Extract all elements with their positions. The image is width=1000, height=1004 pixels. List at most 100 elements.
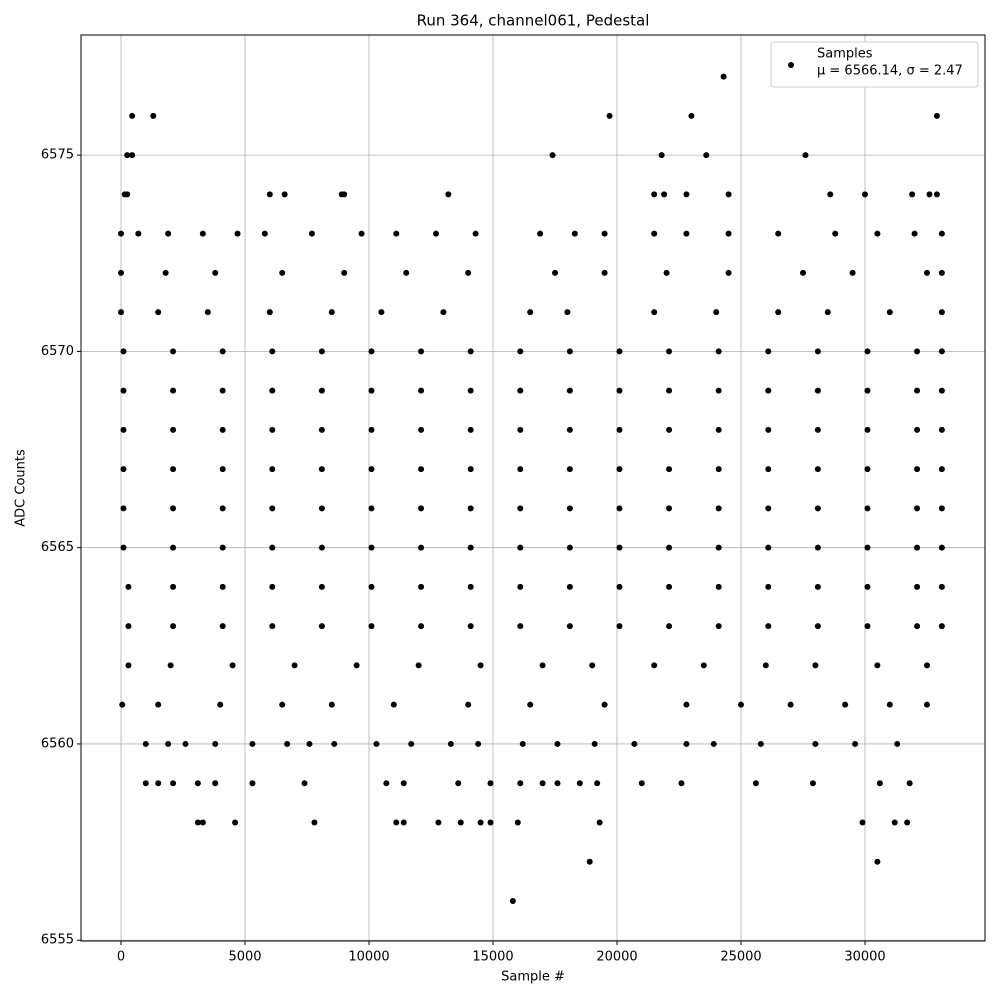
legend-label: Samples bbox=[817, 47, 873, 62]
data-point bbox=[393, 230, 400, 237]
data-point bbox=[125, 623, 132, 630]
data-point bbox=[914, 623, 921, 630]
data-point bbox=[537, 230, 544, 237]
data-point bbox=[938, 348, 945, 355]
data-point bbox=[814, 544, 821, 551]
data-point bbox=[418, 426, 425, 433]
data-point bbox=[393, 819, 400, 826]
data-point bbox=[765, 348, 772, 355]
data-point bbox=[658, 152, 665, 159]
data-point bbox=[715, 583, 722, 590]
data-point bbox=[799, 269, 806, 276]
data-point bbox=[923, 701, 930, 708]
data-point bbox=[566, 505, 573, 512]
legend-note: μ = 6566.14, σ = 2.47 bbox=[817, 64, 963, 79]
data-point bbox=[467, 505, 474, 512]
data-point bbox=[683, 740, 690, 747]
data-point bbox=[566, 348, 573, 355]
data-point bbox=[400, 819, 407, 826]
data-point bbox=[373, 740, 380, 747]
data-point bbox=[249, 740, 256, 747]
data-point bbox=[601, 701, 608, 708]
data-point bbox=[638, 780, 645, 787]
data-point bbox=[467, 387, 474, 394]
data-point bbox=[700, 662, 707, 669]
data-point bbox=[715, 544, 722, 551]
data-point bbox=[212, 780, 219, 787]
data-point bbox=[631, 740, 638, 747]
data-point bbox=[328, 309, 335, 316]
data-point bbox=[487, 780, 494, 787]
data-point bbox=[864, 505, 871, 512]
data-point bbox=[467, 426, 474, 433]
data-point bbox=[616, 466, 623, 473]
data-point bbox=[318, 623, 325, 630]
data-point bbox=[566, 544, 573, 551]
data-point bbox=[170, 780, 177, 787]
data-point bbox=[909, 191, 916, 198]
data-point bbox=[331, 740, 338, 747]
data-point bbox=[713, 309, 720, 316]
data-point bbox=[279, 701, 286, 708]
data-point bbox=[199, 230, 206, 237]
data-point bbox=[616, 544, 623, 551]
data-point bbox=[514, 819, 521, 826]
data-point bbox=[874, 230, 881, 237]
data-point bbox=[864, 348, 871, 355]
data-point bbox=[765, 466, 772, 473]
data-point bbox=[318, 583, 325, 590]
data-point bbox=[666, 466, 673, 473]
data-point bbox=[923, 269, 930, 276]
data-point bbox=[874, 858, 881, 865]
data-point bbox=[876, 780, 883, 787]
data-point bbox=[455, 780, 462, 787]
data-point bbox=[710, 740, 717, 747]
data-point bbox=[827, 191, 834, 198]
data-point bbox=[119, 701, 126, 708]
data-point bbox=[765, 583, 772, 590]
data-point bbox=[162, 269, 169, 276]
data-point bbox=[124, 191, 131, 198]
data-point bbox=[308, 230, 315, 237]
data-point bbox=[467, 466, 474, 473]
data-point bbox=[589, 662, 596, 669]
data-point bbox=[219, 348, 226, 355]
data-point bbox=[566, 387, 573, 394]
data-point bbox=[517, 348, 524, 355]
data-point bbox=[517, 426, 524, 433]
data-point bbox=[852, 740, 859, 747]
data-point bbox=[408, 740, 415, 747]
data-point bbox=[194, 819, 201, 826]
data-point bbox=[291, 662, 298, 669]
x-tick-label: 20000 bbox=[596, 950, 637, 965]
data-point bbox=[923, 662, 930, 669]
data-point bbox=[517, 387, 524, 394]
y-tick-label: 6570 bbox=[41, 344, 74, 359]
data-point bbox=[576, 780, 583, 787]
data-point bbox=[219, 544, 226, 551]
data-point bbox=[859, 819, 866, 826]
data-point bbox=[886, 701, 893, 708]
data-point bbox=[601, 230, 608, 237]
data-point bbox=[447, 740, 454, 747]
y-tick-label: 6555 bbox=[41, 933, 74, 948]
data-point bbox=[435, 819, 442, 826]
data-point bbox=[467, 348, 474, 355]
data-point bbox=[601, 269, 608, 276]
data-point bbox=[752, 780, 759, 787]
data-point bbox=[938, 387, 945, 394]
data-point bbox=[467, 583, 474, 590]
data-point bbox=[586, 858, 593, 865]
data-point bbox=[368, 426, 375, 433]
data-point bbox=[886, 309, 893, 316]
data-point bbox=[219, 466, 226, 473]
data-point bbox=[715, 348, 722, 355]
data-point bbox=[926, 191, 933, 198]
data-point bbox=[762, 662, 769, 669]
data-point bbox=[150, 112, 157, 119]
data-point bbox=[120, 348, 127, 355]
data-point bbox=[814, 426, 821, 433]
data-point bbox=[933, 191, 940, 198]
data-point bbox=[720, 73, 727, 80]
